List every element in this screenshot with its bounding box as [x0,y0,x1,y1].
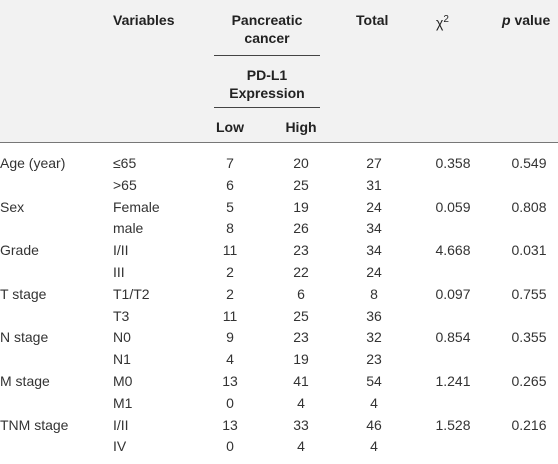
cell-chi-square: 0.358 [435,155,471,171]
cell-low: 7 [226,155,234,171]
cell-high: 23 [293,329,309,345]
chi-exponent: 2 [443,14,449,25]
row-label: Sex [0,199,25,215]
cell-low: 13 [222,373,238,389]
cell-high: 25 [293,177,309,193]
row-subcategory: male [113,220,144,236]
cell-chi-square: 0.097 [435,286,471,302]
row-subcategory: I/II [113,417,129,433]
cell-total: 4 [370,395,378,411]
header-high: High [285,119,317,135]
cell-high: 23 [293,242,309,258]
row-label: Grade [0,242,39,258]
cell-high: 22 [293,264,309,280]
cell-high: 4 [297,438,305,454]
header-bottom-rule [0,142,558,143]
chi-symbol: χ [436,14,444,31]
cell-high: 4 [297,395,305,411]
row-subcategory: T1/T2 [113,286,150,302]
header-group-line2: cancer [244,30,290,46]
cell-low: 0 [226,395,234,411]
header-low: Low [216,119,244,135]
header-group-line1: Pancreatic [231,12,303,28]
cell-total: 34 [366,220,382,236]
cell-high: 25 [293,308,309,324]
cell-p-value: 0.355 [511,329,547,345]
cell-high: 6 [297,286,305,302]
cell-high: 33 [293,417,309,433]
row-label: M stage [0,373,50,389]
row-subcategory: M0 [113,373,133,389]
cell-p-value: 0.755 [511,286,547,302]
cell-total: 24 [366,199,382,215]
cell-p-value: 0.549 [511,155,547,171]
cell-total: 31 [366,177,382,193]
cell-low: 4 [226,351,234,367]
cell-low: 11 [222,242,238,258]
cell-p-value: 0.265 [511,373,547,389]
cell-p-value: 0.031 [511,242,547,258]
table-header [0,0,558,142]
cell-chi-square: 4.668 [435,242,471,258]
header-chi-square: χ2 [436,12,449,31]
header-subgroup-line2: Expression [229,85,305,101]
row-subcategory: M1 [113,395,133,411]
p-rest: value [510,12,551,28]
row-subcategory: ≤65 [113,155,137,171]
group-underline [214,55,320,56]
cell-low: 6 [226,177,234,193]
cell-total: 32 [366,329,382,345]
cell-high: 41 [293,373,309,389]
cell-p-value: 0.216 [511,417,547,433]
row-subcategory: III [113,264,125,280]
cell-total: 27 [366,155,382,171]
row-label: TNM stage [0,417,69,433]
cell-chi-square: 0.059 [435,199,471,215]
cell-low: 2 [226,286,234,302]
row-label: N stage [0,329,49,345]
header-total: Total [356,12,389,28]
cell-high: 26 [293,220,309,236]
cell-low: 5 [226,199,234,215]
header-variables: Variables [113,12,175,28]
cell-total: 4 [370,438,378,454]
row-subcategory: Female [113,199,160,215]
row-subcategory: >65 [113,177,137,193]
cell-total: 54 [366,373,382,389]
cell-low: 9 [226,329,234,345]
cell-low: 11 [222,308,238,324]
cell-chi-square: 0.854 [435,329,471,345]
cell-total: 36 [366,308,382,324]
cell-low: 2 [226,264,234,280]
row-subcategory: IV [113,438,127,454]
header-p-value: p value [502,12,550,28]
cell-high: 19 [293,351,309,367]
cell-high: 20 [293,155,309,171]
row-subcategory: N0 [113,329,131,345]
cell-total: 46 [366,417,382,433]
row-subcategory: N1 [113,351,131,367]
row-label: Age (year) [0,155,66,171]
p-italic: p [502,12,511,28]
row-subcategory: I/II [113,242,129,258]
cell-low: 8 [226,220,234,236]
cell-total: 34 [366,242,382,258]
cell-total: 8 [370,286,378,302]
cell-total: 23 [366,351,382,367]
cell-total: 24 [366,264,382,280]
cell-chi-square: 1.528 [435,417,471,433]
row-label: T stage [0,286,47,302]
header-subgroup-line1: PD-L1 [246,67,288,83]
subgroup-underline [214,107,320,108]
cell-high: 19 [293,199,309,215]
cell-p-value: 0.808 [511,199,547,215]
cell-low: 13 [222,417,238,433]
row-subcategory: T3 [113,308,130,324]
cell-chi-square: 1.241 [435,373,471,389]
cell-low: 0 [226,438,234,454]
